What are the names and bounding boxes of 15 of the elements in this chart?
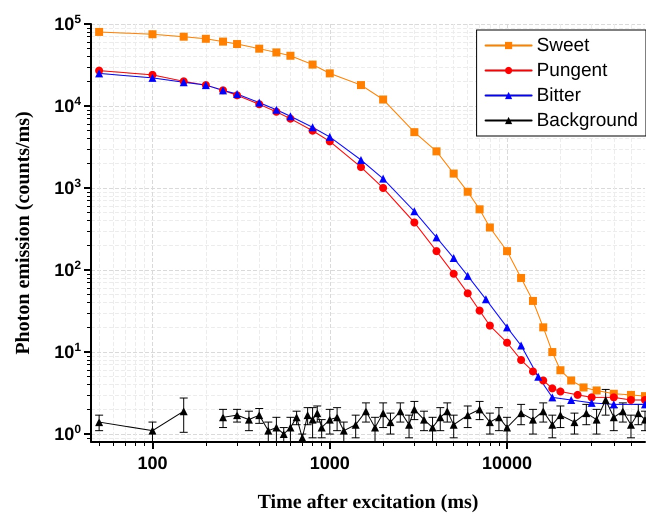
y-tick-label: 10$^{1}$ [54, 340, 81, 364]
y-tick-label: 10$^{0}$ [54, 422, 81, 446]
legend-label: Sweet [536, 35, 590, 56]
x-axis-title: Time after excitation (ms) [258, 491, 478, 513]
legend-label: Bitter [536, 85, 582, 106]
legend-label: Background [536, 110, 638, 131]
y-axis-title: Photon emission (counts/ms) [12, 111, 34, 355]
x-tick-label: 1000 [310, 453, 350, 473]
legend-label: Pungent [536, 60, 608, 81]
x-tick-label: 100 [137, 453, 168, 473]
y-tick-label: 10$^{5}$ [54, 12, 81, 35]
y-tick-label: 10$^{4}$ [54, 94, 81, 117]
y-tick-label: 10$^{2}$ [54, 258, 81, 282]
y-tick-label: 10$^{3}$ [54, 176, 81, 200]
x-tick-label: 10000 [482, 453, 532, 473]
